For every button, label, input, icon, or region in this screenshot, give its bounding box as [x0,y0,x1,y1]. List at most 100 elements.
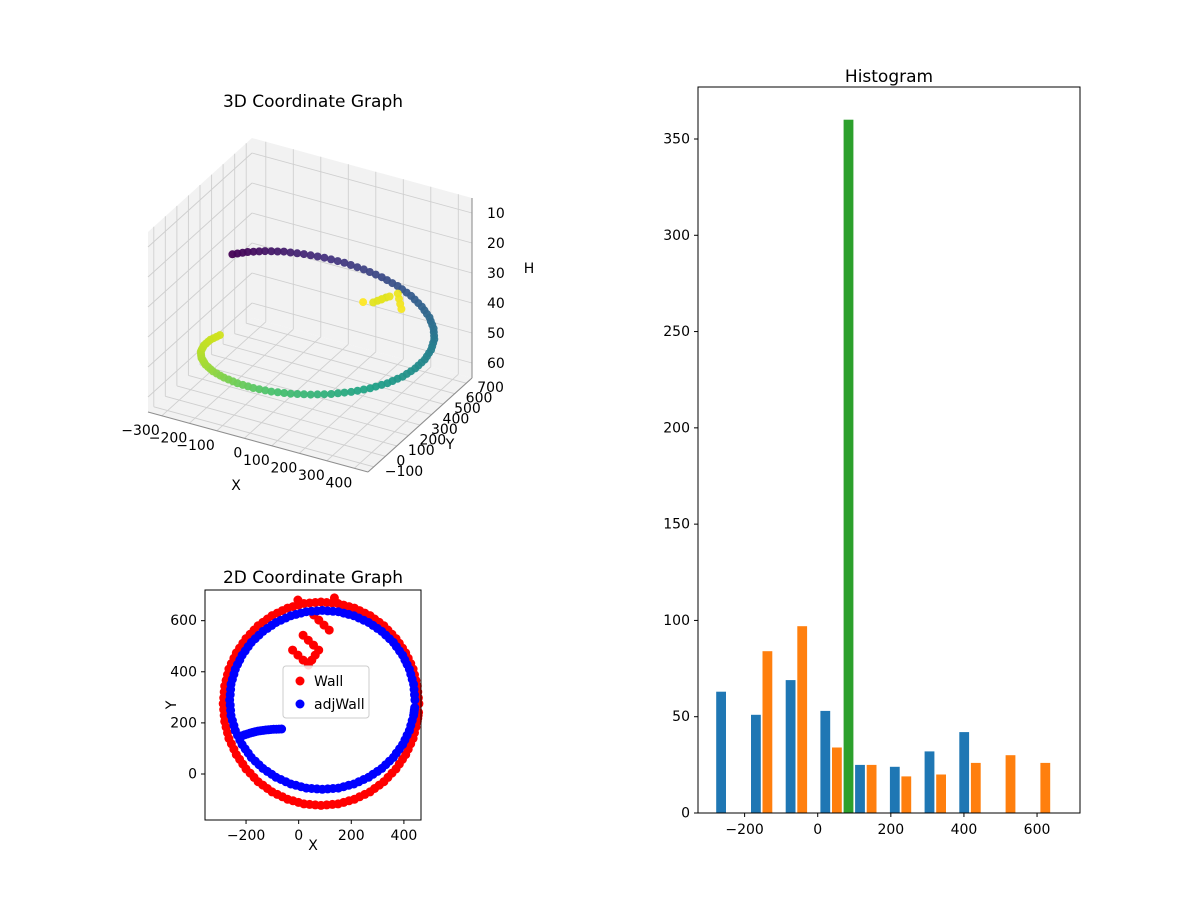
scatter3d-point [347,387,356,396]
scatter-point-Wall [329,593,339,603]
scatter3d-point [255,385,264,394]
x-tick-label: −100 [176,438,214,454]
grid-line [251,212,473,274]
x-tick-label: −200 [725,822,763,838]
scatter3d-point [353,386,362,395]
scatter3d-point [359,265,368,274]
z-tick-label: 20 [487,236,505,252]
scatter3d-point [299,250,308,259]
y-tick-label: 100 [408,443,435,459]
histogram-bar [797,626,808,813]
grid-line [251,152,473,214]
y-tick-label: 400 [170,664,197,680]
grid-line [251,182,473,244]
x-tick-label: 0 [813,822,822,838]
plot-histogram: −200 0 200 400 600 0 50 100 150 200 250 300 350 [663,86,1081,838]
y-tick-label: 200 [170,715,197,731]
plot-2d-coordinate-graph: −200 0 200 400 0 200 400 600 Wall adjWall [170,589,424,844]
x-tick-label: 400 [326,475,353,491]
grid-line [147,182,253,278]
plot2d-x-axis-label: X [308,838,318,854]
grid-line [222,343,444,405]
y-tick-label: 0 [681,806,690,822]
grid-line [147,242,253,338]
histogram-bar [889,766,900,813]
histogram-bar [924,751,935,813]
histogram-bar [936,774,946,813]
histogram-bar [820,710,831,813]
scatter3d-point [306,390,315,399]
y-tick-label: 0 [188,767,197,783]
y-tick-label: 200 [419,432,446,448]
scatter3d-point [313,252,322,261]
plot-3d-coordinate-graph: −300−200−100 0 100 200 300 400−10001002003004… [121,138,505,491]
scatter3d-point [340,258,349,267]
y-tick-label: 150 [663,517,690,533]
scatter-point-adjWall [410,703,420,713]
scatter-point-Wall [324,625,334,635]
x-tick-label: 200 [271,460,298,476]
scatter3d-point [293,390,302,398]
histogram-bar [832,747,842,813]
x-tick-label: −200 [149,430,187,446]
y-tick-label: 600 [170,613,197,629]
histogram-bar [843,119,854,813]
y-tick-label: 250 [663,324,690,340]
histogram-bar [716,691,726,813]
legend-frame [282,665,370,719]
scatter3d-point [327,390,336,398]
histogram-bar [959,732,970,813]
y-tick-label: 400 [443,412,470,428]
scatter3d-point [320,390,329,399]
scatter3d-point [273,247,282,256]
x-tick-label: 600 [1024,822,1051,838]
histogram-bar [970,762,981,813]
histogram-bar [1005,755,1016,813]
scatter3d-point [286,248,295,257]
histogram-title: Histogram [844,67,934,87]
y-tick-label: 100 [663,613,690,629]
x-tick-label: 200 [338,828,365,844]
scatter3d-point [346,261,355,269]
scatter3d-point [353,263,362,272]
y-tick-label: 500 [454,401,481,417]
scatter3d-point [215,331,224,340]
scatter3d-point [249,247,258,256]
scatter3d-point [293,249,302,258]
scatter3d-point [279,247,288,256]
scatter3d-point [369,298,378,307]
scatter3d-point [377,295,386,304]
x-tick-label: 0 [233,445,242,461]
scatter3d-point [359,385,368,394]
scatter-point-adjWall [277,724,287,734]
scatter3d-point [243,248,252,256]
scatter3d-point [267,387,276,396]
histogram-bar [866,764,877,813]
legend-label: Wall [314,674,343,690]
histogram-bar [751,714,761,813]
y-tick-label: 50 [672,709,690,725]
plot3d-z-axis-label: H [523,261,535,277]
scatter-point-Wall [288,645,298,655]
grid-line [147,272,253,368]
axis-edge [367,377,473,473]
legend-marker [295,699,305,709]
x-tick-label: 300 [298,468,325,484]
y-tick-label: −100 [385,464,423,480]
scatter3d-point [300,390,308,399]
scatter3d-point [255,247,264,256]
scatter3d-point [397,305,406,313]
scatter3d-point [286,389,295,398]
scatter3d-point [359,298,368,307]
histogram-bar [1040,762,1051,813]
grid-line [147,212,253,308]
scatter3d-point [365,268,374,276]
plot3d-title: 3D Coordinate Graph [222,92,404,112]
y-tick-label: 0 [396,453,405,469]
grid-line [246,322,467,384]
legend-marker [295,676,305,686]
legend: Wall adjWall [282,665,370,719]
grid-line [165,395,386,457]
axis-edge [147,411,369,473]
